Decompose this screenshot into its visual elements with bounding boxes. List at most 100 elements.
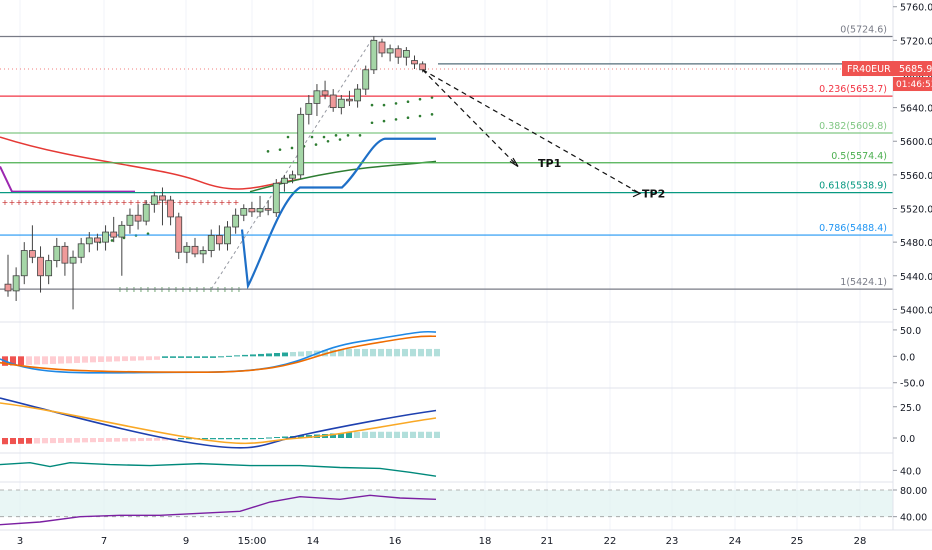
cross-marker: + [233,198,240,207]
dot-marker [382,103,386,107]
cross-marker: + [23,198,30,207]
histogram-bar [50,438,56,444]
dot-marker [286,135,290,139]
red-moving-average [0,136,301,190]
candle-body [402,50,410,58]
oscillator-panes [0,330,893,526]
histogram-bar [138,356,144,361]
histogram-bar [138,438,144,442]
oscillator-2-blue-line [0,397,437,449]
candle-body [386,48,394,54]
candle-body [142,203,150,222]
dot-marker [110,239,114,242]
dot-marker [430,96,434,99]
histogram-bar [82,356,88,363]
cross-marker: + [79,198,86,207]
histogram-bar [298,351,304,357]
candle-body [378,41,386,54]
dot-marker [370,103,374,107]
tp2-label: TP2 [642,187,665,200]
histogram-bar [122,438,128,442]
candle-body [77,243,85,258]
cross-marker: + [163,198,170,207]
time-axis-label: 3 [17,536,23,547]
fib-level-label: 0.5(5574.4) [831,151,887,162]
candle-body [191,245,199,255]
histogram-bar [114,356,120,362]
time-axis[interactable]: 3 7 9 15:00 14 16 18 21 22 23 24 25 28 [0,529,932,550]
symbol-price-badge [842,61,932,77]
cross-marker: + [177,198,184,207]
cross-marker: + [128,198,135,207]
histogram-bar [66,438,72,443]
candle-body [297,113,305,176]
dot-marker [338,138,342,141]
price-tick-label: 5720.0 [900,36,932,47]
histogram-bar [42,356,48,365]
histogram-bar [306,351,312,357]
candle-body [240,208,248,216]
candle-body [110,231,118,238]
cross-marker: + [212,198,219,207]
price-tick-label: 50.0 [900,326,921,337]
candle-body [61,245,69,264]
histogram-bar [146,356,152,361]
cross-marker: + [198,198,205,207]
histogram-bar [402,431,408,438]
histogram-bar [34,356,40,365]
cross-marker: + [205,198,212,207]
cross-marker: + [86,198,93,207]
dot-marker [370,121,374,125]
histogram-bar [2,438,8,445]
fib-level-label: 0.236(5653.7) [819,84,887,95]
candle-body [159,195,166,201]
candle-body [37,256,44,277]
candle-body [215,235,223,245]
time-axis-label: 24 [729,536,742,547]
fib-level-label: 0(5724.6) [840,24,887,35]
fib-level-label: 0.786(5488.4) [819,223,887,234]
symbol-label: FR40EUR [847,64,891,75]
histogram-bar [274,437,280,438]
dot-marker [430,113,434,116]
time-axis-label: 28 [854,536,867,547]
oscillator-1-orange-line [0,335,437,373]
histogram-bar [426,348,432,357]
fibonacci-retracement[interactable]: 0(5724.6) 0.236(5653.7) 0.382(5609.8) 0.5(5… [0,24,893,290]
user-drawings[interactable]: TP1 TP2 [422,69,666,201]
histogram-bar [298,435,304,438]
candle-body [289,174,296,179]
histogram-bar [266,437,272,439]
tp1-arrow-head [509,157,519,167]
time-axis-label: 18 [479,536,492,547]
histogram-bar [338,349,344,357]
tp2-arrow-head [631,189,642,198]
dot-marker [326,139,330,143]
price-tick-label: 5480.0 [900,238,932,249]
histogram-bar [346,432,352,438]
dot-marker [278,148,282,151]
time-axis-label: 23 [666,536,679,547]
histogram-bar [418,348,424,357]
histogram-bar [26,356,32,365]
cross-marker: + [121,198,128,207]
dot-marker [266,150,270,153]
price-scales[interactable]: 5760.05720.05680.05640.05600.05560.05520… [842,0,932,530]
histogram-bar [250,438,256,440]
histogram-bar [250,354,256,357]
histogram-bar [202,356,208,358]
histogram-bar [58,438,64,443]
histogram-bar [10,438,16,445]
histogram-bar [234,355,240,357]
candle-body [305,103,313,115]
histogram-bar [234,438,240,440]
dot-marker [382,119,386,123]
histogram-bar [74,438,80,443]
histogram-bar [378,431,384,438]
histogram-bar [274,352,280,357]
candle-body [329,94,337,109]
histogram-bar [10,356,16,366]
time-axis-label: 25 [791,536,804,547]
histogram-bar [178,438,184,440]
